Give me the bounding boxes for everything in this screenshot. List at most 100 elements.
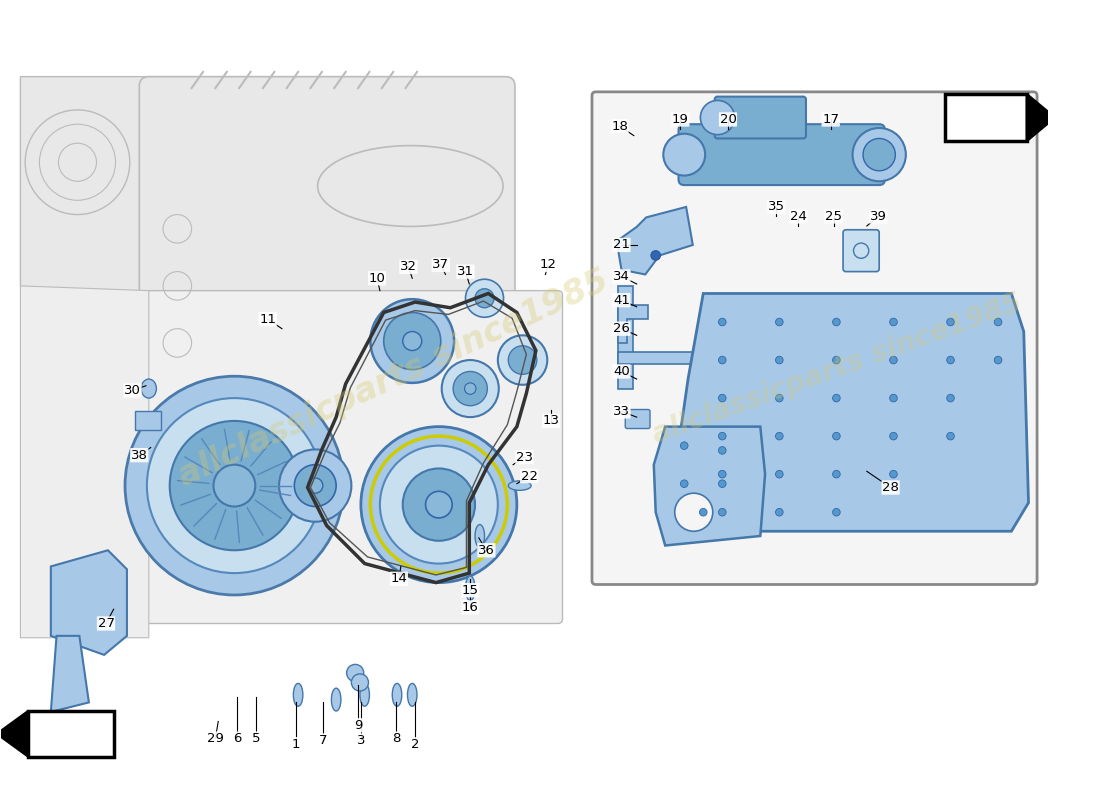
Text: 12: 12	[540, 258, 557, 271]
Polygon shape	[945, 94, 1026, 142]
Text: 9: 9	[354, 718, 362, 732]
Circle shape	[718, 394, 726, 402]
Text: 3: 3	[356, 734, 365, 747]
Ellipse shape	[318, 146, 503, 226]
Circle shape	[700, 509, 707, 516]
FancyBboxPatch shape	[144, 290, 562, 623]
Ellipse shape	[475, 525, 484, 547]
Text: 37: 37	[432, 258, 449, 271]
Circle shape	[890, 432, 898, 440]
Circle shape	[681, 480, 688, 487]
Ellipse shape	[360, 683, 370, 706]
Circle shape	[833, 432, 840, 440]
Ellipse shape	[331, 688, 341, 711]
Text: 30: 30	[124, 384, 141, 397]
Text: 29: 29	[207, 732, 223, 745]
Text: 19: 19	[672, 113, 689, 126]
Circle shape	[718, 509, 726, 516]
Ellipse shape	[508, 481, 531, 490]
Circle shape	[351, 674, 369, 691]
Text: 7: 7	[319, 734, 327, 747]
Circle shape	[994, 318, 1002, 326]
Circle shape	[947, 432, 955, 440]
Circle shape	[718, 470, 726, 478]
Polygon shape	[0, 711, 28, 757]
Text: 28: 28	[882, 481, 899, 494]
Text: 10: 10	[368, 272, 385, 285]
Text: 31: 31	[456, 265, 474, 278]
Circle shape	[776, 356, 783, 364]
Polygon shape	[21, 77, 230, 324]
Circle shape	[833, 470, 840, 478]
Circle shape	[498, 335, 548, 385]
Text: 5: 5	[252, 732, 261, 745]
Polygon shape	[617, 207, 693, 274]
Text: 36: 36	[478, 544, 495, 557]
Circle shape	[776, 509, 783, 516]
Polygon shape	[28, 711, 113, 757]
Circle shape	[346, 664, 364, 682]
Circle shape	[718, 318, 726, 326]
Circle shape	[852, 128, 905, 182]
Circle shape	[213, 465, 255, 506]
Circle shape	[864, 138, 895, 171]
Circle shape	[403, 331, 421, 350]
Circle shape	[890, 394, 898, 402]
Text: allclassicparts since1985: allclassicparts since1985	[173, 263, 614, 493]
Circle shape	[403, 469, 475, 541]
Ellipse shape	[465, 576, 475, 601]
Circle shape	[833, 394, 840, 402]
Circle shape	[371, 299, 454, 383]
Circle shape	[508, 346, 537, 374]
Bar	[618, 286, 632, 389]
Text: 38: 38	[131, 449, 147, 462]
Circle shape	[776, 470, 783, 478]
Circle shape	[308, 478, 322, 494]
Circle shape	[147, 398, 322, 573]
Bar	[618, 353, 698, 364]
Polygon shape	[21, 286, 148, 638]
Text: 34: 34	[613, 270, 630, 283]
FancyBboxPatch shape	[715, 97, 806, 138]
Text: 23: 23	[516, 450, 534, 463]
Circle shape	[475, 289, 494, 308]
FancyBboxPatch shape	[592, 92, 1037, 585]
Circle shape	[718, 356, 726, 364]
Polygon shape	[51, 636, 89, 712]
Text: 13: 13	[542, 414, 560, 427]
Ellipse shape	[407, 683, 417, 706]
Circle shape	[890, 318, 898, 326]
Circle shape	[651, 250, 660, 260]
Text: 35: 35	[768, 201, 785, 214]
Text: 11: 11	[260, 313, 276, 326]
Circle shape	[890, 470, 898, 478]
Text: 24: 24	[790, 210, 806, 223]
Circle shape	[663, 134, 705, 175]
Circle shape	[442, 360, 498, 417]
Text: 21: 21	[613, 238, 630, 251]
Circle shape	[674, 494, 713, 531]
Text: 18: 18	[612, 120, 628, 133]
Circle shape	[701, 101, 735, 134]
Text: 16: 16	[462, 601, 478, 614]
Text: 1: 1	[292, 738, 300, 750]
FancyBboxPatch shape	[625, 410, 650, 429]
Polygon shape	[618, 305, 648, 343]
Circle shape	[125, 376, 344, 595]
Polygon shape	[51, 550, 126, 655]
Circle shape	[25, 110, 130, 214]
Circle shape	[465, 279, 504, 318]
Ellipse shape	[393, 683, 402, 706]
Circle shape	[426, 491, 452, 518]
Circle shape	[776, 432, 783, 440]
Text: 25: 25	[825, 210, 842, 223]
Circle shape	[279, 450, 351, 522]
Text: 27: 27	[98, 617, 114, 630]
Bar	[134, 411, 162, 430]
Circle shape	[295, 465, 337, 506]
Circle shape	[384, 313, 441, 370]
Circle shape	[947, 356, 955, 364]
Circle shape	[718, 432, 726, 440]
Ellipse shape	[141, 379, 156, 398]
Ellipse shape	[294, 683, 302, 706]
